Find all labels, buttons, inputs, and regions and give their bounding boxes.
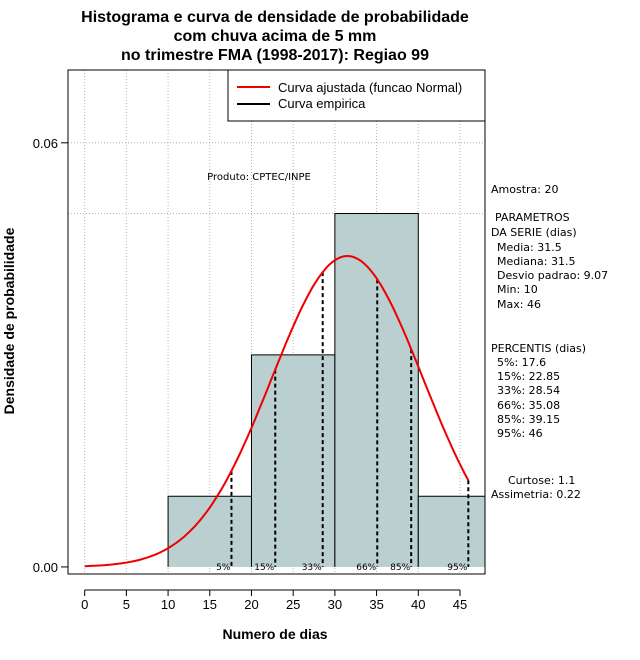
percentile-line-label-5: 95% xyxy=(447,563,467,573)
legend-box xyxy=(227,69,486,122)
skewness: Assimetria: 0.22 xyxy=(491,488,581,501)
chart-title-line-1: Histograma e curva de densidade de proba… xyxy=(81,9,469,26)
y-axis-label: Densidade de probabilidade xyxy=(1,227,17,414)
param-sd: Desvio padrao: 9.07 xyxy=(497,269,608,282)
histogram-bar-3 xyxy=(418,496,485,567)
chart-title-line-2: com chuva acima de 5 mm xyxy=(174,28,377,45)
x-tick-label-0: 0 xyxy=(81,597,88,612)
legend-label-fitted: Curva ajustada (funcao Normal) xyxy=(278,80,462,95)
percentile-85: 85%: 39.15 xyxy=(497,413,560,426)
param-max: Max: 46 xyxy=(497,298,541,311)
sample-size: Amostra: 20 xyxy=(491,183,558,196)
y-tick-label-1: 0.06 xyxy=(33,136,58,151)
x-tick-label-9: 45 xyxy=(453,597,467,612)
percentile-66: 66%: 35.08 xyxy=(497,399,560,412)
param-mean: Media: 31.5 xyxy=(497,241,562,254)
percentile-5: 5%: 17.6 xyxy=(497,356,546,369)
histogram-bar-outline-2 xyxy=(334,212,419,567)
percentile-15: 15%: 22.85 xyxy=(497,370,560,383)
product-annotation: Produto: CPTEC/INPE xyxy=(207,172,311,183)
percentiles-title: PERCENTIS (dias) xyxy=(491,342,586,355)
curve-layer xyxy=(84,254,470,568)
histogram-bar-2 xyxy=(334,213,419,567)
percentile-33: 33%: 28.54 xyxy=(497,384,560,397)
x-tick-label-3: 15 xyxy=(203,597,217,612)
x-tick-label-4: 20 xyxy=(244,597,258,612)
stats-panel: Amostra: 20 PARAMETROS DA SERIE (dias) M… xyxy=(491,183,608,501)
percentile-line-label-4: 85% xyxy=(390,563,410,573)
histogram-bar-outline-3 xyxy=(417,495,485,567)
legend: Curva ajustada (funcao Normal) Curva emp… xyxy=(227,69,486,122)
x-axis-label: Numero de dias xyxy=(222,626,327,642)
y-axis: 0.00 0.06 xyxy=(33,136,69,575)
percentile-line-label-2: 33% xyxy=(302,563,322,573)
param-min: Min: 10 xyxy=(497,283,538,296)
params-title-2: DA SERIE (dias) xyxy=(491,226,577,239)
chart-title-line-3: no trimestre FMA (1998-2017): Regiao 99 xyxy=(121,47,429,64)
x-tick-label-8: 40 xyxy=(411,597,425,612)
x-tick-label-7: 35 xyxy=(369,597,383,612)
y-tick-label-0: 0.00 xyxy=(33,560,58,575)
percentile-lines-layer: 5% 15% 33% 66% 85% 95% xyxy=(216,272,470,573)
x-tick-label-1: 5 xyxy=(123,597,130,612)
kurtosis: Curtose: 1.1 xyxy=(508,474,575,487)
x-tick-label-5: 25 xyxy=(286,597,300,612)
x-axis: 0 5 10 15 20 25 30 35 40 45 xyxy=(81,589,467,612)
params-title-1: PARAMETROS xyxy=(495,211,570,224)
normal-fit-curve xyxy=(84,254,470,568)
x-tick-label-6: 30 xyxy=(328,597,342,612)
percentile-95: 95%: 46 xyxy=(497,427,543,440)
x-tick-label-2: 10 xyxy=(161,597,175,612)
bars-layer xyxy=(167,212,485,567)
legend-label-empirical: Curva empirica xyxy=(278,96,366,111)
percentile-line-label-0: 5% xyxy=(216,563,231,573)
param-median: Mediana: 31.5 xyxy=(497,255,575,268)
percentile-line-label-3: 66% xyxy=(356,563,376,573)
histogram-bar-1 xyxy=(251,354,335,567)
percentile-line-label-1: 15% xyxy=(254,563,274,573)
